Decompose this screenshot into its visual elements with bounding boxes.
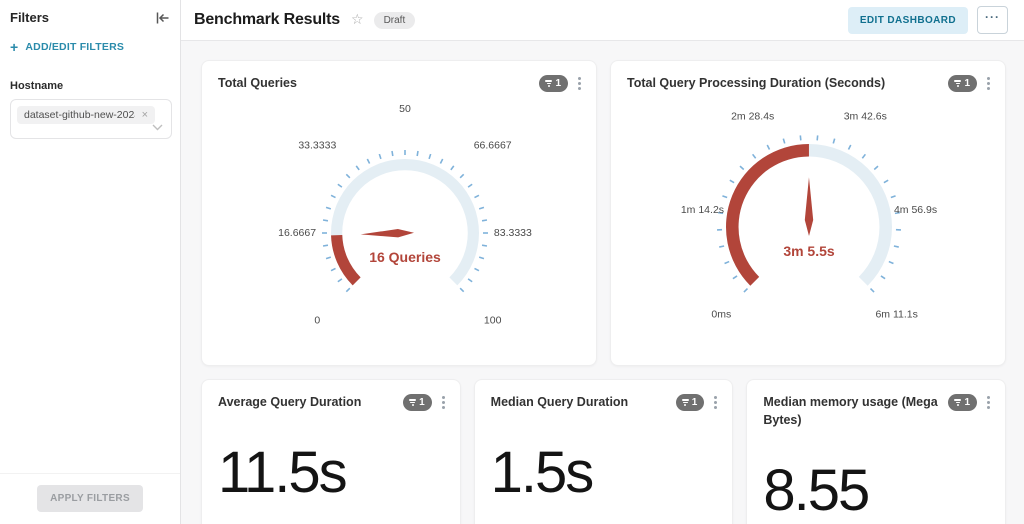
filter-count-badge[interactable]: 1 (539, 75, 568, 92)
more-menu-button[interactable]: ··· (977, 6, 1008, 34)
filter-count: 1 (691, 397, 698, 408)
hostname-selected-value: dataset-github-new-2024... (24, 109, 135, 121)
big-number-panel: Median Query Duration 1 1.5s (473, 379, 734, 524)
dashboard-content: Total Queries 1 0 16.6667 33.3333 50 66.6667 83… (181, 41, 1024, 524)
remove-tag-icon[interactable]: × (141, 108, 148, 121)
panel-title: Median Query Duration (490, 395, 629, 409)
collapse-sidebar-icon[interactable] (155, 11, 170, 25)
filter-count-badge[interactable]: 1 (948, 75, 977, 92)
gauge-chart-area: 0ms 1m 14.2s 2m 28.4s 3m 42.6s 4m 56.9s 6m 11… (611, 92, 1005, 358)
panel-title: Total Queries (218, 76, 297, 90)
filter-funnel-icon (954, 80, 962, 87)
gauge-chart: 0ms 1m 14.2s 2m 28.4s 3m 42.6s 4m 56.9s 6m 11… (681, 111, 937, 321)
add-edit-filters-button[interactable]: + ADD/EDIT FILTERS (10, 39, 125, 55)
filter-count-badge[interactable]: 1 (403, 394, 432, 411)
gauge-axis-label: 83.3333 (494, 227, 532, 239)
gauge-chart: 0 16.6667 33.3333 50 66.6667 83.3333 100 16 Que… (278, 103, 532, 327)
filters-title: Filters (10, 10, 50, 25)
panel-title: Median memory usage (Mega Bytes) (763, 395, 938, 428)
gauge-axis-label: 3m 42.6s (844, 111, 887, 123)
filter-count: 1 (964, 78, 970, 89)
filter-funnel-icon (545, 80, 553, 87)
kebab-menu-icon[interactable] (439, 394, 448, 411)
page-title: Benchmark Results (194, 11, 340, 28)
big-number-value: 1.5s (490, 440, 595, 506)
sidebar-footer: APPLY FILTERS (0, 473, 180, 524)
gauge-axis-label: 66.6667 (474, 139, 512, 151)
filters-sidebar: Filters + ADD/EDIT FILTERS Hostname data… (0, 0, 181, 524)
big-number-value: 11.5s (218, 440, 348, 506)
gauge-axis-label: 100 (484, 315, 502, 327)
filter-count: 1 (964, 397, 971, 408)
kebab-menu-icon[interactable] (984, 394, 993, 411)
big-number-row: Average Query Duration 1 11.5s Median Query… (201, 379, 1007, 524)
gauge-axis-label: 33.3333 (298, 139, 336, 151)
gauge-axis-label: 6m 11.1s (875, 309, 917, 321)
kebab-menu-icon[interactable] (984, 75, 993, 92)
plus-icon: + (10, 39, 19, 55)
gauge-value-label: 3m 5.5s (783, 243, 835, 259)
edit-dashboard-button[interactable]: EDIT DASHBOARD (847, 6, 968, 34)
gauge-axis-label: 0ms (711, 309, 731, 321)
gauge-value-label: 16 Queries (369, 249, 441, 265)
filter-funnel-icon (681, 399, 689, 406)
hostname-select[interactable]: dataset-github-new-2024... × (10, 99, 172, 139)
filter-count-badge[interactable]: 1 (948, 394, 978, 411)
chevron-down-icon (152, 118, 163, 136)
filter-funnel-icon (409, 399, 417, 406)
gauge-axis-label: 50 (399, 103, 411, 115)
big-number-value: 8.55 (763, 458, 870, 524)
gauge-needle (804, 177, 814, 237)
gauge-chart-area: 0 16.6667 33.3333 50 66.6667 83.3333 100 16 Que… (202, 92, 596, 358)
gauge-axis-label: 4m 56.9s (894, 204, 937, 216)
gauge-axis-label: 0 (314, 315, 320, 327)
panel-title: Average Query Duration (218, 395, 362, 409)
filter-count-badge[interactable]: 1 (675, 394, 705, 411)
gauge-axis-label: 2m 28.4s (731, 111, 774, 123)
add-edit-filters-label: ADD/EDIT FILTERS (25, 41, 125, 53)
dashboard-header: Benchmark Results ☆ Draft EDIT DASHBOARD… (181, 0, 1024, 41)
filter-count: 1 (419, 397, 425, 408)
panel-title: Total Query Processing Duration (Seconds… (627, 76, 886, 90)
gauge-panel: Total Query Processing Duration (Seconds… (610, 60, 1006, 366)
status-badge: Draft (373, 11, 416, 29)
filter-count: 1 (555, 78, 561, 89)
favorite-star-icon[interactable]: ☆ (351, 12, 364, 28)
big-number-panel: Median memory usage (Mega Bytes) 1 8.55 (746, 379, 1007, 524)
apply-filters-button[interactable]: APPLY FILTERS (37, 485, 143, 512)
filter-funnel-icon (954, 399, 962, 406)
gauge-needle (360, 229, 414, 238)
hostname-selected-tag: dataset-github-new-2024... × (17, 106, 155, 124)
hostname-label: Hostname (10, 80, 64, 92)
kebab-menu-icon[interactable] (575, 75, 584, 92)
kebab-menu-icon[interactable] (711, 394, 720, 411)
gauge-row: Total Queries 1 0 16.6667 33.3333 50 66.6667 83… (201, 60, 1006, 366)
big-number-panel: Average Query Duration 1 11.5s (201, 379, 461, 524)
gauge-panel: Total Queries 1 0 16.6667 33.3333 50 66.6667 83… (201, 60, 597, 366)
gauge-axis-label: 16.6667 (278, 227, 316, 239)
main-area: Benchmark Results ☆ Draft EDIT DASHBOARD… (181, 0, 1024, 524)
gauge-axis-label: 1m 14.2s (681, 204, 724, 216)
